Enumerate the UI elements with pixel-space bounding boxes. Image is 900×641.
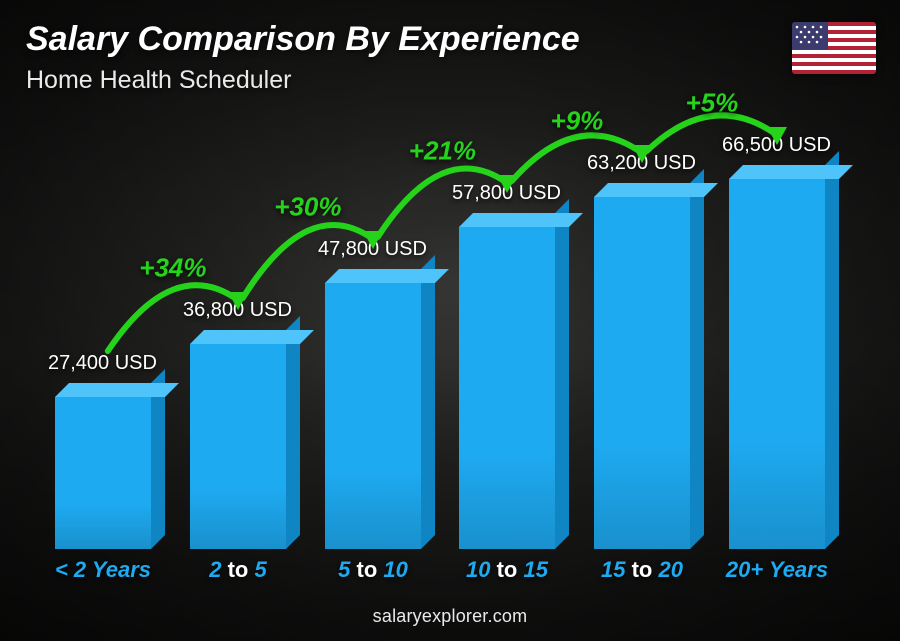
- bar-top: [325, 269, 449, 283]
- bar: [729, 179, 825, 549]
- bar: [190, 344, 286, 549]
- flag-icon: [792, 22, 876, 74]
- stage: Salary Comparison By Experience Home Hea…: [0, 0, 900, 641]
- bar-value-label: 63,200 USD: [587, 152, 696, 175]
- pct-increase-label: +30%: [274, 192, 341, 223]
- bar-top: [55, 383, 179, 397]
- bar-side: [555, 199, 569, 549]
- bar: [459, 227, 555, 549]
- bar-side: [690, 169, 704, 549]
- bar: [55, 397, 151, 549]
- bar-front: [729, 179, 825, 549]
- bar-value-label: 66,500 USD: [722, 134, 831, 157]
- bar-top: [729, 165, 853, 179]
- category-label: 15 to 20: [601, 557, 683, 583]
- bar-front: [190, 344, 286, 549]
- category-label: 10 to 15: [466, 557, 548, 583]
- pct-increase-label: +21%: [409, 136, 476, 167]
- category-label: 5 to 10: [338, 557, 408, 583]
- bar-top: [190, 330, 314, 344]
- salary-bar-chart: 27,400 USD < 2 Years 36,800 USD 2 to 5 47,80…: [40, 120, 840, 583]
- category-label: 2 to 5: [209, 557, 267, 583]
- category-label: < 2 Years: [55, 557, 151, 583]
- category-label: 20+ Years: [726, 557, 828, 583]
- page-subtitle: Home Health Scheduler: [26, 66, 291, 95]
- bar-value-label: 27,400 USD: [48, 352, 157, 375]
- bar: [325, 283, 421, 549]
- bar: [594, 197, 690, 549]
- bar-front: [594, 197, 690, 549]
- bar-top: [594, 183, 718, 197]
- bar-side: [825, 151, 839, 549]
- footer-credit: salaryexplorer.com: [0, 606, 900, 627]
- page-title: Salary Comparison By Experience: [26, 20, 580, 59]
- bar-side: [421, 255, 435, 549]
- bar-front: [55, 397, 151, 549]
- bar-side: [286, 316, 300, 549]
- bar-value-label: 36,800 USD: [183, 299, 292, 322]
- bar-front: [459, 227, 555, 549]
- pct-increase-label: +34%: [139, 253, 206, 284]
- bar-value-label: 57,800 USD: [452, 182, 561, 205]
- bar-top: [459, 213, 583, 227]
- bar-front: [325, 283, 421, 549]
- bar-value-label: 47,800 USD: [318, 238, 427, 261]
- pct-increase-label: +5%: [686, 88, 739, 119]
- pct-increase-label: +9%: [551, 106, 604, 137]
